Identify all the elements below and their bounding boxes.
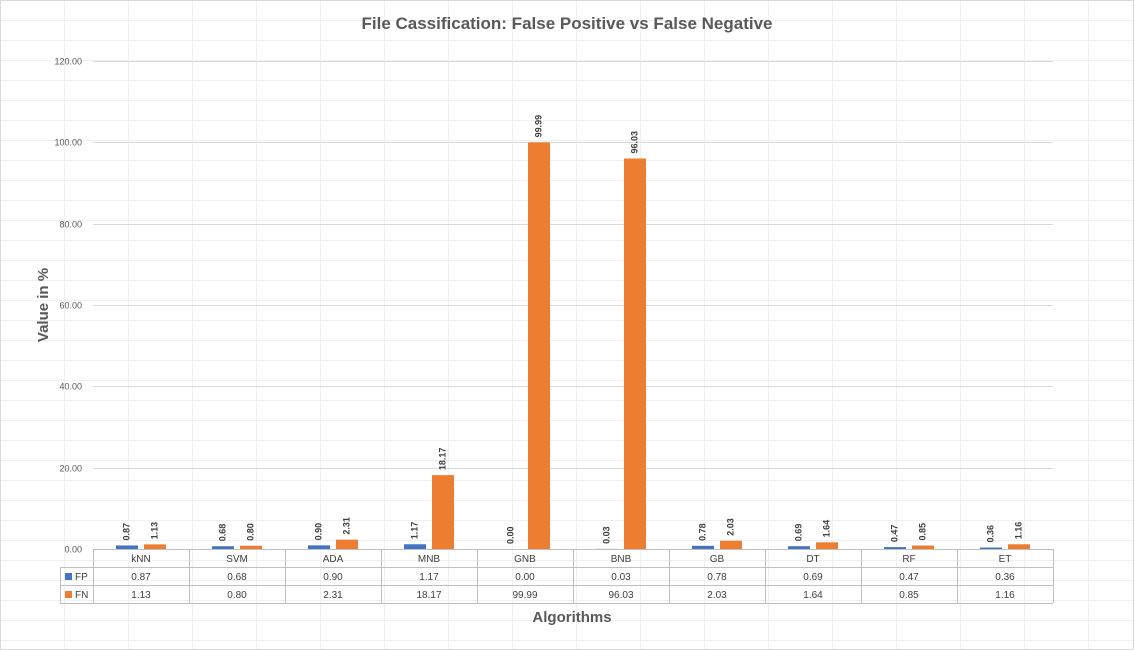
table-cell: 0.47	[899, 572, 919, 583]
y-tick-label: 100.00	[54, 138, 82, 148]
data-label: 1.17	[409, 522, 419, 540]
table-cell: 0.03	[611, 572, 631, 583]
data-label: 0.36	[985, 525, 995, 543]
data-label: 1.13	[149, 522, 159, 540]
table-cell: 0.68	[227, 572, 247, 583]
legend-label-fn: FN	[75, 590, 88, 601]
bar-fn-rf	[912, 545, 934, 549]
legend-label-fp: FP	[75, 572, 88, 583]
data-label: 1.16	[1013, 522, 1023, 540]
table-cell: 0.69	[803, 572, 823, 583]
table-cell: 0.80	[227, 590, 247, 601]
y-axis-title: Value in %	[35, 268, 52, 342]
bar-fp-mnb	[404, 544, 426, 549]
bar-fn-bnb	[624, 158, 646, 549]
bar-fn-mnb	[432, 475, 454, 549]
table-cell: 18.17	[416, 590, 441, 601]
bar-fp-gb	[692, 545, 714, 549]
table-cell: 96.03	[608, 590, 633, 601]
chart-title: File Cassification: False Positive vs Fa…	[361, 14, 772, 33]
category-label: kNN	[131, 554, 150, 565]
data-label: 2.03	[725, 518, 735, 536]
table-cell: 0.78	[707, 572, 727, 583]
bar-fp-rf	[884, 547, 906, 549]
data-label: 18.17	[437, 448, 447, 471]
y-tick-label: 0.00	[64, 545, 82, 555]
bar-fn-dt	[816, 542, 838, 549]
data-label: 1.64	[821, 520, 831, 538]
data-label: 2.31	[341, 517, 351, 535]
y-tick-labels: 0.00 20.00 40.00 60.00 80.00 100.00 120.00	[54, 57, 82, 555]
bar-fp-knn	[116, 545, 138, 549]
gridlines	[93, 61, 1053, 550]
y-tick-label: 20.00	[59, 464, 82, 474]
data-table: kNN SVM ADA MNB GNB BNB GB DT RF ET FP 0.87 0.68 0.90…	[60, 549, 1054, 604]
data-label: 0.68	[217, 524, 227, 542]
data-label: 0.87	[121, 523, 131, 541]
category-label: DT	[806, 554, 819, 565]
bar-fp-ada	[308, 545, 330, 549]
table-cell: 1.64	[803, 590, 823, 601]
data-label: 0.03	[601, 526, 611, 544]
category-label: RF	[902, 554, 915, 565]
data-label: 0.78	[697, 523, 707, 541]
bar-fn-et	[1008, 544, 1030, 549]
category-label: BNB	[611, 554, 632, 565]
table-cell: 0.87	[131, 572, 151, 583]
category-label: ET	[999, 554, 1012, 565]
table-cell: 0.85	[899, 590, 919, 601]
legend-key-fp	[65, 573, 72, 580]
bar-fp-et	[980, 547, 1002, 549]
table-cell: 2.03	[707, 590, 727, 601]
table-cell: 1.16	[995, 590, 1015, 601]
data-label: 96.03	[629, 131, 639, 154]
y-tick-label: 80.00	[59, 220, 82, 230]
bar-fn-gb	[720, 540, 742, 549]
bar-fp-svm	[212, 546, 234, 549]
bar-fn-knn	[144, 544, 166, 549]
bar-fn-ada	[336, 539, 358, 549]
data-label: 0.80	[245, 523, 255, 541]
category-label: ADA	[323, 554, 344, 565]
category-label: GB	[710, 554, 725, 565]
bars	[116, 142, 1030, 549]
data-label: 0.69	[793, 524, 803, 542]
bar-fn-gnb	[528, 142, 550, 549]
category-label: MNB	[418, 554, 441, 565]
table-cell: 0.90	[323, 572, 343, 583]
bar-fp-dt	[788, 546, 810, 549]
x-axis-title: Algorithms	[532, 609, 611, 626]
data-label: 0.85	[917, 523, 927, 541]
bar-fn-svm	[240, 545, 262, 549]
table-cell: 1.17	[419, 572, 439, 583]
y-tick-label: 60.00	[59, 301, 82, 311]
legend-key-fn	[65, 591, 72, 598]
data-label: 0.90	[313, 523, 323, 541]
table-cell: 99.99	[512, 590, 537, 601]
data-label: 0.47	[889, 525, 899, 543]
data-label: 0.00	[505, 526, 515, 544]
category-label: SVM	[226, 554, 248, 565]
data-labels: 0.87 0.68 0.90 1.17 0.00 0.03 0.78 0.69 0.47 0.36…	[121, 115, 1023, 544]
data-label: 99.99	[533, 115, 543, 138]
y-tick-label: 40.00	[59, 382, 82, 392]
table-cell: 0.00	[515, 572, 535, 583]
table-cell: 1.13	[131, 590, 151, 601]
table-cell: 0.36	[995, 572, 1015, 583]
y-tick-label: 120.00	[54, 57, 82, 67]
category-label: GNB	[514, 554, 536, 565]
table-cell: 2.31	[323, 590, 343, 601]
